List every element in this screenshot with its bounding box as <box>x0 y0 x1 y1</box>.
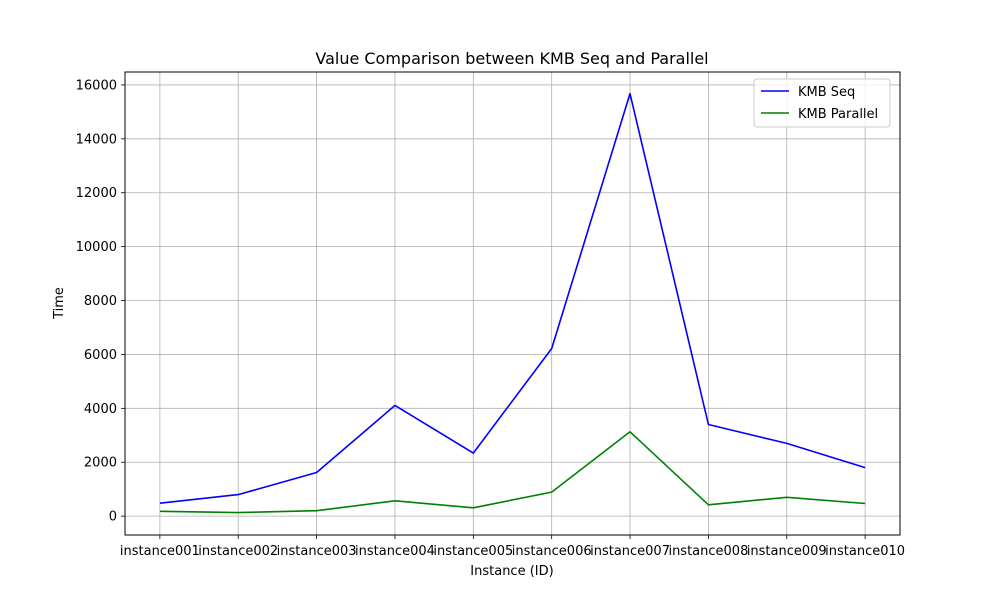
x-tick-label: instance008 <box>668 544 748 559</box>
y-tick-label: 4000 <box>84 402 117 417</box>
legend-label: KMB Seq <box>798 85 855 100</box>
x-tick-label: instance002 <box>198 544 278 559</box>
x-tick-label: instance007 <box>590 544 670 559</box>
legend: KMB Seq KMB Parallel <box>753 78 891 128</box>
x-tick-label: instance009 <box>747 544 827 559</box>
x-axis-ticks: instance001instance002instance003instanc… <box>120 535 905 559</box>
x-tick-label: instance006 <box>512 544 592 559</box>
x-tick-label: instance005 <box>433 544 513 559</box>
y-tick-label: 16000 <box>76 78 117 93</box>
x-tick-label: instance001 <box>120 544 200 559</box>
series-line-kmb-seq <box>159 92 866 504</box>
x-tick-label: instance010 <box>825 544 905 559</box>
y-tick-label: 10000 <box>76 240 117 255</box>
x-tick-label: instance003 <box>277 544 357 559</box>
plot-frame <box>124 71 901 536</box>
series-line-kmb-parallel <box>159 430 866 514</box>
y-axis-ticks: 0 2000 4000 6000 8000 10000 12000 14000 16000 <box>76 78 125 525</box>
x-tick-label: instance004 <box>355 544 435 559</box>
y-tick-label: 2000 <box>84 456 117 471</box>
data-lines <box>159 92 866 514</box>
chart-title: Value Comparison between KMB Seq and Par… <box>315 49 708 68</box>
y-tick-label: 0 <box>109 510 117 525</box>
x-axis-label: Instance (ID) <box>470 564 553 579</box>
legend-label: KMB Parallel <box>798 107 878 122</box>
y-tick-label: 14000 <box>76 132 117 147</box>
y-axis-label: Time <box>52 287 67 320</box>
y-tick-label: 12000 <box>76 186 117 201</box>
y-tick-label: 6000 <box>84 348 117 363</box>
y-tick-label: 8000 <box>84 294 117 309</box>
